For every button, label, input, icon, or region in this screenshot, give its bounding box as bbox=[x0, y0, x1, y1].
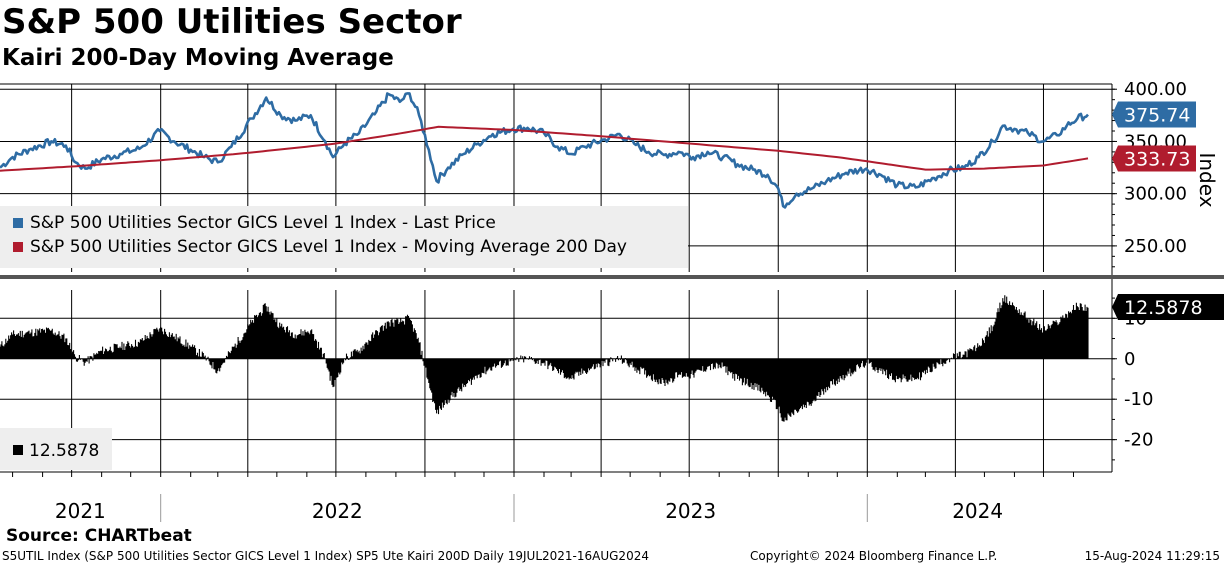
x-axis-year-label: 2021 bbox=[55, 499, 106, 523]
upper-y-tick-label: 300.00 bbox=[1124, 184, 1187, 205]
panel-separator bbox=[0, 275, 1224, 279]
axes: 400.00350.00300.00250.00100-10-20Index20… bbox=[0, 79, 1224, 523]
ma-last-value-text: 333.73 bbox=[1124, 148, 1190, 170]
lower-y-tick-label: 0 bbox=[1124, 349, 1135, 370]
lower-y-tick-label: -10 bbox=[1124, 389, 1153, 410]
footer-timestamp: 15-Aug-2024 11:29:15 bbox=[1084, 549, 1220, 563]
legend-entry: 12.5878 bbox=[29, 441, 99, 461]
legend-entry: S&P 500 Utilities Sector GICS Level 1 In… bbox=[30, 213, 496, 233]
ma-last-value: 333.73 bbox=[1112, 145, 1196, 172]
price-last-value-text: 375.74 bbox=[1124, 105, 1190, 127]
legend-entry: S&P 500 Utilities Sector GICS Level 1 In… bbox=[30, 237, 627, 257]
legend-swatch bbox=[13, 445, 23, 455]
upper-panel-series bbox=[0, 92, 1089, 209]
x-axis-year-label: 2023 bbox=[665, 499, 716, 523]
footer-description: S5UTIL Index (S&P 500 Utilities Sector G… bbox=[2, 549, 649, 563]
x-axis-year-label: 2022 bbox=[312, 499, 363, 523]
upper-y-tick-label: 250.00 bbox=[1124, 236, 1187, 257]
moving-average-series-line bbox=[0, 125, 1089, 172]
kairi-last-value-box bbox=[1112, 294, 1224, 320]
kairi-last-value: 12.5878 bbox=[1112, 294, 1224, 320]
kairi-bars bbox=[0, 295, 1089, 422]
legend-swatch bbox=[13, 242, 23, 252]
upper-y-axis-label: Index bbox=[1195, 152, 1219, 207]
price-last-value-box bbox=[1112, 101, 1196, 128]
legend-swatch bbox=[13, 218, 23, 228]
lower-y-tick-label: -20 bbox=[1124, 430, 1153, 451]
chart-subtitle: Kairi 200-Day Moving Average bbox=[2, 45, 394, 71]
upper-y-tick-label: 400.00 bbox=[1124, 79, 1187, 100]
chart-title: S&P 500 Utilities Sector bbox=[2, 2, 462, 42]
price-last-value: 375.74 bbox=[1112, 101, 1196, 128]
kairi-last-value-text: 12.5878 bbox=[1124, 297, 1203, 319]
x-axis-year-label: 2024 bbox=[952, 499, 1003, 523]
source-note: Source: CHARTbeat bbox=[6, 526, 192, 546]
price-series-line bbox=[0, 92, 1089, 209]
legends: S&P 500 Utilities Sector GICS Level 1 In… bbox=[0, 206, 688, 470]
footer-copyright: Copyright© 2024 Bloomberg Finance L.P. bbox=[750, 549, 998, 563]
upper-legend-box bbox=[0, 206, 688, 268]
ma-last-value-box bbox=[1112, 145, 1196, 172]
lower-panel-series bbox=[0, 295, 1089, 422]
lower-panel-grid bbox=[0, 290, 1112, 472]
